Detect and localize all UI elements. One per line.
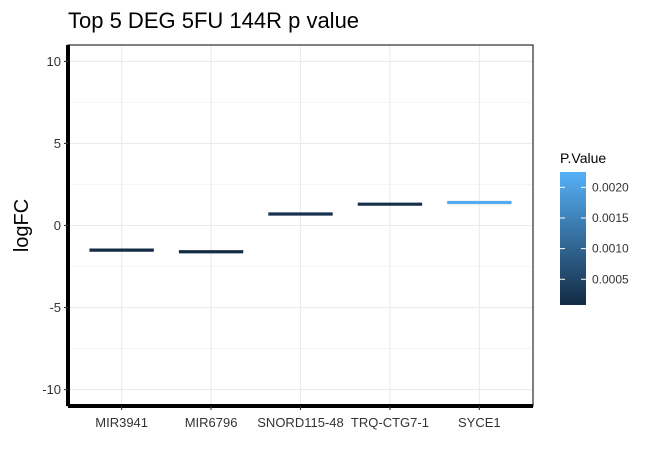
y-tick-label: 5	[54, 136, 61, 151]
legend-tick-label: 0.0015	[592, 211, 629, 225]
plot-panel	[67, 44, 534, 407]
x-tick-label: SNORD115-48	[257, 415, 343, 430]
legend-colorbar	[560, 172, 586, 305]
legend-tick-label: 0.0005	[592, 272, 629, 286]
legend: P.Value 0.0005 0.0010 0.0015 0.0020	[560, 150, 629, 305]
x-tick-label: TRQ-CTG7-1	[351, 415, 429, 430]
chart-title: Top 5 DEG 5FU 144R p value	[68, 8, 359, 33]
x-tick-label: MIR3941	[95, 415, 148, 430]
y-tick-label: -5	[49, 300, 61, 315]
y-tick-label: 0	[54, 218, 61, 233]
legend-tick-label: 0.0010	[592, 242, 629, 256]
x-tick-label: MIR6796	[185, 415, 238, 430]
x-axis: MIR3941 MIR6796 SNORD115-48 TRQ-CTG7-1 SYCE1	[68, 404, 533, 430]
y-axis: -10 -5 0 5 10	[42, 45, 70, 406]
y-axis-title: logFC	[11, 199, 33, 252]
x-tick-label: SYCE1	[458, 415, 501, 430]
y-tick-label: -10	[42, 382, 61, 397]
y-tick-label: 10	[47, 54, 61, 69]
legend-tick-label: 0.0020	[592, 180, 629, 194]
legend-title: P.Value	[560, 150, 606, 166]
